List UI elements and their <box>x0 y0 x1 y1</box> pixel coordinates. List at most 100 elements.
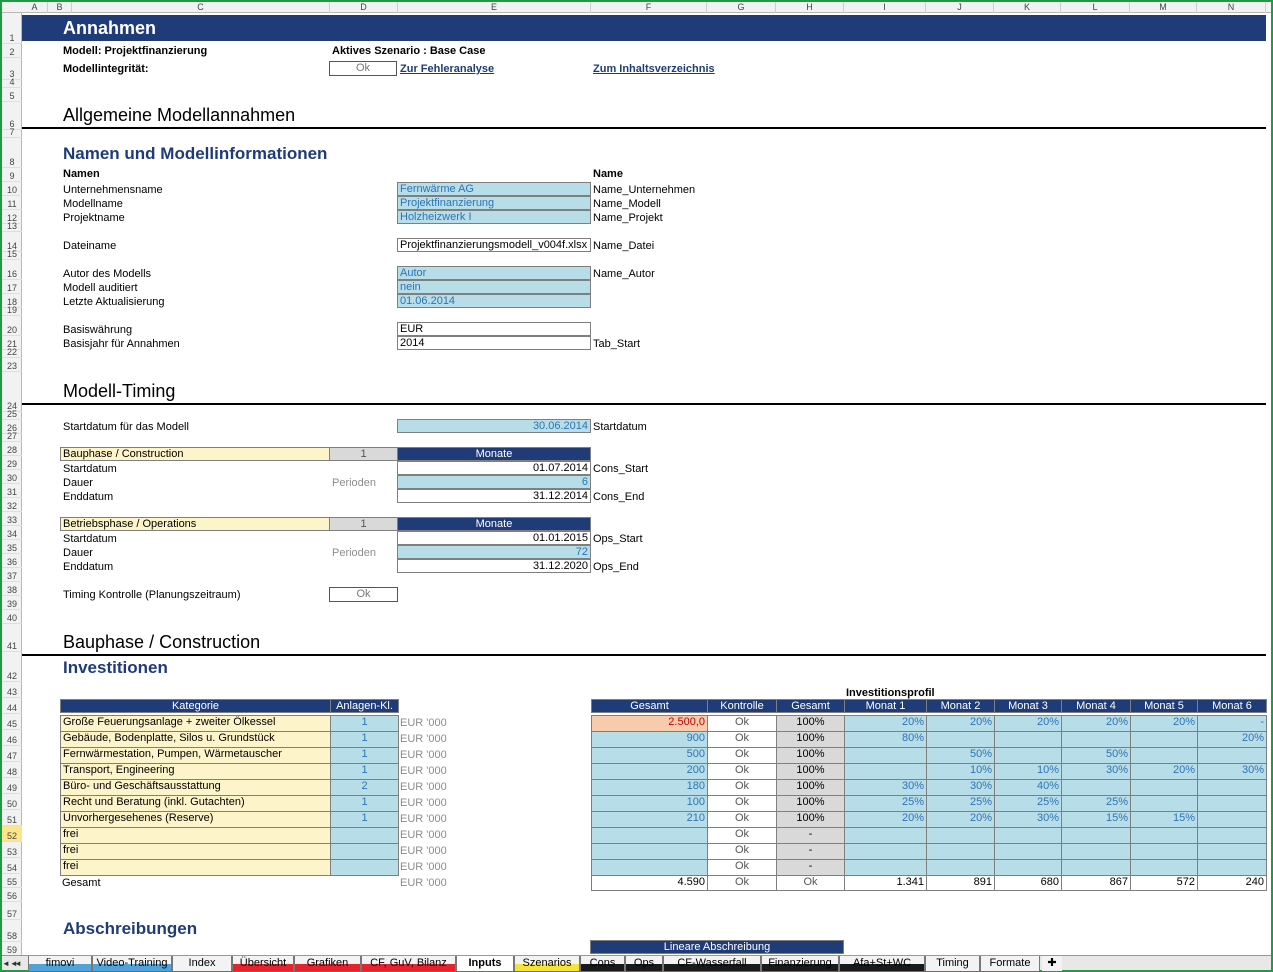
category-cell[interactable]: frei <box>60 859 331 876</box>
row-header[interactable]: 23 <box>2 358 22 372</box>
row-header[interactable]: 17 <box>2 280 22 294</box>
row-header[interactable]: 53 <box>2 842 22 858</box>
sheet-tab[interactable]: CF-Wasserfall <box>663 956 761 971</box>
toc-link[interactable]: Zum Inhaltsverzeichnis <box>593 63 715 75</box>
month-input[interactable] <box>1197 795 1267 812</box>
column-header[interactable]: F <box>591 2 707 13</box>
row-header[interactable]: 21 <box>2 336 22 350</box>
row-header[interactable]: 24 <box>2 372 22 412</box>
row-header[interactable]: 40 <box>2 610 22 624</box>
sheet-tab[interactable]: Formate <box>980 956 1040 971</box>
row-header[interactable]: 15 <box>2 250 22 260</box>
month-input[interactable]: 50% <box>926 747 995 764</box>
asset-class-input[interactable] <box>330 859 399 876</box>
total-input[interactable] <box>591 843 708 860</box>
month-input[interactable] <box>844 747 927 764</box>
row-header[interactable]: 55 <box>2 874 22 888</box>
sheet-tab[interactable]: Afa+St+WC <box>839 956 925 971</box>
column-header[interactable]: J <box>926 2 994 13</box>
total-input[interactable]: 210 <box>591 811 708 828</box>
month-input[interactable]: 10% <box>926 763 995 780</box>
total-input[interactable]: 200 <box>591 763 708 780</box>
month-input[interactable] <box>1061 779 1131 796</box>
asset-class-input[interactable]: 1 <box>330 747 399 764</box>
month-input[interactable] <box>994 843 1062 860</box>
month-input[interactable] <box>1197 747 1267 764</box>
month-input[interactable] <box>1130 843 1198 860</box>
month-input[interactable]: 80% <box>844 731 927 748</box>
month-input[interactable] <box>1197 843 1267 860</box>
error-analysis-link[interactable]: Zur Fehleranalyse <box>400 63 495 75</box>
month-input[interactable]: 20% <box>844 715 927 732</box>
month-input[interactable]: 20% <box>1130 763 1198 780</box>
month-input[interactable] <box>994 731 1062 748</box>
column-header[interactable]: N <box>1197 2 1266 13</box>
month-input[interactable]: 20% <box>1197 731 1267 748</box>
sheet-tab[interactable]: Index <box>172 956 232 971</box>
month-input[interactable] <box>1197 859 1267 876</box>
column-header[interactable]: L <box>1061 2 1130 13</box>
month-input[interactable]: 30% <box>994 811 1062 828</box>
column-header[interactable]: C <box>72 2 330 13</box>
cons-end-cell[interactable]: 31.12.2014 <box>397 489 591 503</box>
month-input[interactable] <box>1130 795 1198 812</box>
column-header[interactable]: M <box>1130 2 1197 13</box>
sheet-tab[interactable]: Ops <box>625 956 663 971</box>
row-header[interactable]: 32 <box>2 498 22 512</box>
row-header[interactable]: 28 <box>2 442 22 456</box>
total-input[interactable] <box>591 827 708 844</box>
row-header[interactable]: 9 <box>2 168 22 182</box>
month-input[interactable] <box>844 843 927 860</box>
column-header[interactable]: H <box>776 2 844 13</box>
month-input[interactable]: 30% <box>1197 763 1267 780</box>
row-header[interactable]: 22 <box>2 348 22 358</box>
row-header[interactable]: 36 <box>2 554 22 568</box>
row-header[interactable]: 6 <box>2 102 22 130</box>
row-header[interactable]: 7 <box>2 128 22 138</box>
category-cell[interactable]: Unvorhergesehenes (Reserve) <box>60 811 331 828</box>
month-input[interactable]: 20% <box>926 811 995 828</box>
category-cell[interactable]: frei <box>60 827 331 844</box>
sheet-tab[interactable]: Inputs <box>456 956 514 971</box>
month-input[interactable]: 25% <box>844 795 927 812</box>
month-input[interactable] <box>994 859 1062 876</box>
total-input[interactable]: 180 <box>591 779 708 796</box>
row-header[interactable]: 3 <box>2 58 22 80</box>
month-input[interactable] <box>1197 779 1267 796</box>
total-input[interactable]: 500 <box>591 747 708 764</box>
row-header[interactable]: 29 <box>2 456 22 470</box>
sheet-tab[interactable]: CF, GuV, Bilanz <box>361 956 456 971</box>
ops-start-cell[interactable]: 01.01.2015 <box>397 531 591 545</box>
audited-input[interactable]: nein <box>397 280 591 294</box>
month-input[interactable]: 15% <box>1061 811 1131 828</box>
month-input[interactable] <box>1130 731 1198 748</box>
month-input[interactable] <box>1130 747 1198 764</box>
month-input[interactable]: 25% <box>994 795 1062 812</box>
column-header[interactable]: G <box>707 2 776 13</box>
month-input[interactable]: 50% <box>1061 747 1131 764</box>
row-header[interactable]: 4 <box>2 78 22 88</box>
month-input[interactable] <box>1061 827 1131 844</box>
column-header[interactable]: E <box>398 2 591 13</box>
sheet-tab[interactable]: Übersicht <box>232 956 294 971</box>
ops-end-cell[interactable]: 31.12.2020 <box>397 559 591 573</box>
category-cell[interactable]: Fernwärmestation, Pumpen, Wärmetauscher <box>60 747 331 764</box>
cons-duration-input[interactable]: 6 <box>397 475 591 489</box>
row-header[interactable]: 1 <box>2 16 22 44</box>
month-input[interactable] <box>1197 811 1267 828</box>
month-input[interactable] <box>1061 843 1131 860</box>
total-input[interactable]: 900 <box>591 731 708 748</box>
first-sheet-arrow-icon[interactable]: ◄◄ <box>2 959 18 968</box>
company-name-input[interactable]: Fernwärme AG <box>397 182 591 196</box>
row-header[interactable]: 31 <box>2 484 22 498</box>
month-input[interactable]: 20% <box>926 715 995 732</box>
row-header[interactable]: 18 <box>2 294 22 308</box>
row-header[interactable]: 43 <box>2 682 22 698</box>
month-input[interactable]: - <box>1197 715 1267 732</box>
column-header[interactable]: D <box>330 2 398 13</box>
month-input[interactable]: 20% <box>1061 715 1131 732</box>
author-input[interactable]: Autor <box>397 266 591 280</box>
month-input[interactable] <box>926 827 995 844</box>
month-input[interactable]: 25% <box>926 795 995 812</box>
row-header[interactable]: 51 <box>2 810 22 826</box>
